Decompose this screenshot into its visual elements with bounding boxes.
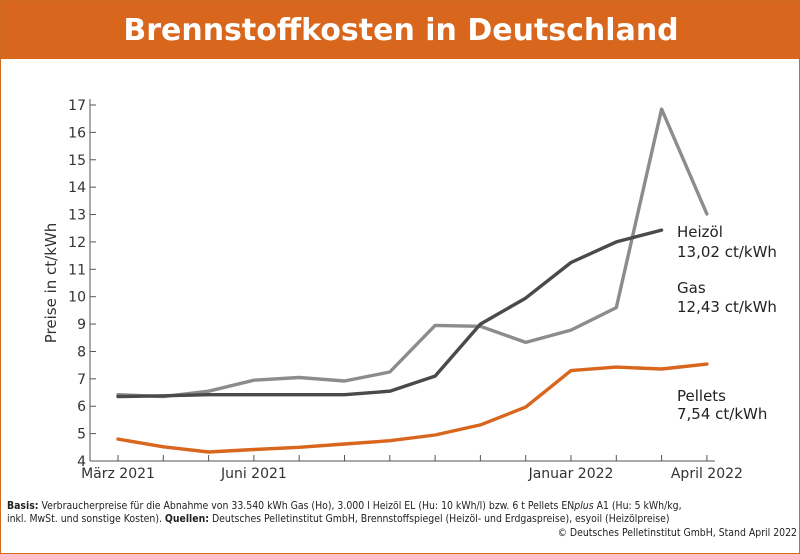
annotation-heizoel-name: Heizöl (677, 223, 723, 241)
y-tick-label: 12 (68, 235, 86, 251)
quellen-text: Deutsches Pelletinstitut GmbH, Brennstof… (209, 513, 670, 526)
annotation-heizoel-value: 13,02 ct/kWh (677, 243, 777, 261)
annotation-gas-value: 12,43 ct/kWh (677, 298, 777, 316)
footer-line-2: inkl. MwSt. und sonstige Kosten). Quelle… (7, 513, 797, 526)
footer-notes: Basis: Verbraucherpreise für die Abnahme… (7, 500, 797, 540)
series-line-pellets (116, 362, 709, 454)
y-tick-label: 4 (77, 454, 86, 470)
y-tick-label: 13 (68, 208, 86, 224)
y-tick-label: 5 (77, 427, 86, 443)
line2-text: inkl. MwSt. und sonstige Kosten). (7, 513, 165, 526)
y-tick-label: 8 (77, 344, 86, 360)
y-tick-label: 14 (68, 180, 86, 196)
x-tick-label: März 2021 (81, 466, 155, 482)
y-tick-label: 15 (68, 153, 86, 169)
footer-copyright: © Deutsches Pelletinstitut GmbH, Stand A… (557, 526, 797, 539)
quellen-label: Quellen: (164, 513, 209, 526)
x-tick-label: Januar 2022 (528, 466, 614, 482)
annotation-gas-name: Gas (677, 279, 706, 297)
annotation-pellets: Pellets 7,54 ct/kWh (677, 387, 767, 423)
annotation-pellets-name: Pellets (677, 387, 726, 405)
y-tick-label: 7 (77, 372, 86, 388)
y-tick-label: 11 (68, 262, 86, 278)
y-axis-label: Preise in ct/kWh (42, 223, 60, 343)
series-layer (116, 107, 709, 454)
series-line-heizoel (116, 107, 709, 399)
x-axis: März 2021 Juni 2021 Januar 2022 April 2022 (81, 455, 743, 482)
y-tick-label: 16 (68, 125, 86, 141)
annotation-gas: Gas 12,43 ct/kWh (677, 279, 777, 316)
y-tick-label: 9 (77, 317, 86, 333)
y-tick-label: 6 (77, 399, 86, 415)
basis-text: Verbraucherpreise für die Abnahme von 33… (38, 500, 575, 512)
basis-plus: plus (574, 500, 594, 512)
footer-line-1: Basis: Verbraucherpreise für die Abnahme… (7, 500, 797, 513)
x-tick-label: Juni 2021 (220, 466, 287, 482)
y-axis: 4 5 6 7 8 9 10 11 12 13 14 15 16 17 (68, 98, 96, 470)
series-line-gas (116, 228, 664, 399)
x-tick-label: April 2022 (671, 466, 743, 482)
annotation-pellets-value: 7,54 ct/kWh (677, 405, 767, 423)
y-tick-label: 10 (68, 290, 86, 306)
annotation-heizoel: Heizöl 13,02 ct/kWh (677, 223, 777, 261)
chart-title: Brennstoffkosten in Deutschland (1, 1, 800, 59)
line-chart: 4 5 6 7 8 9 10 11 12 13 14 15 16 17 März 2021 Juni 202… (42, 98, 777, 482)
basis-text-2: A1 (Hu: 5 kWh/kg, (593, 500, 682, 512)
basis-label: Basis: (7, 500, 39, 512)
y-tick-label: 17 (68, 98, 86, 114)
